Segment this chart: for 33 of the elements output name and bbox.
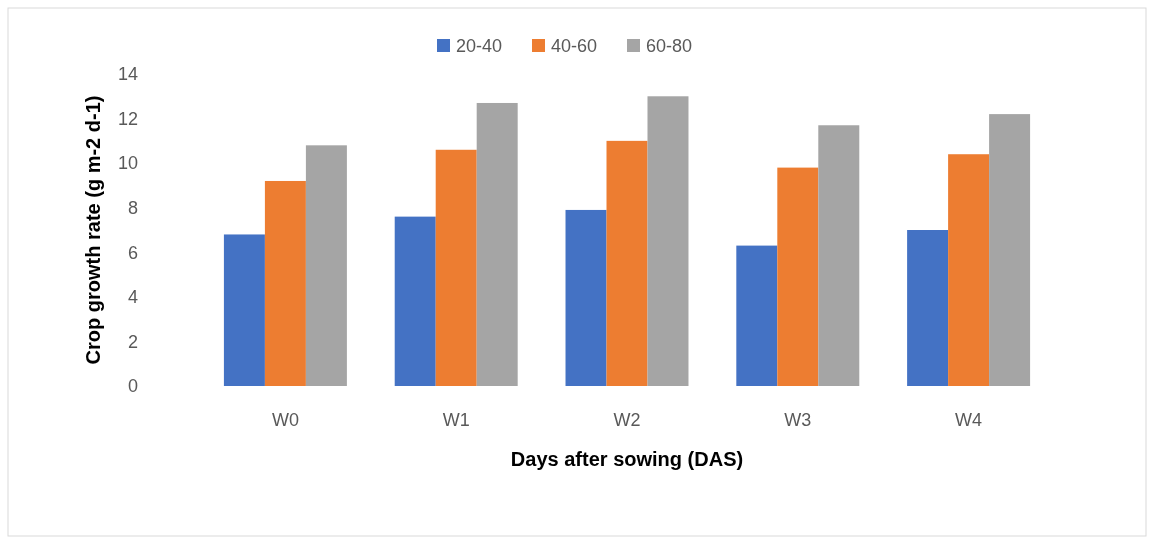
bar (736, 245, 778, 386)
legend-label: 20-40 (456, 36, 503, 57)
y-tick-label: 8 (127, 198, 138, 219)
bar (435, 149, 477, 386)
x-axis-title: Days after sowing (DAS) (510, 448, 744, 470)
bar (565, 209, 607, 386)
bar (305, 145, 347, 386)
bar (777, 167, 819, 386)
legend-label: 60-80 (646, 36, 693, 57)
y-axis-title: Crop growth rate (g m-2 d-1) (82, 95, 104, 365)
y-tick-label: 4 (127, 287, 138, 308)
bar (476, 102, 518, 386)
y-tick-label: 2 (127, 331, 138, 352)
bar (989, 114, 1031, 386)
x-tick-label: W0 (271, 410, 299, 430)
bar (394, 216, 436, 386)
y-tick-label: 6 (127, 242, 138, 263)
bar (647, 96, 689, 386)
bar (606, 140, 648, 386)
x-tick-label: W3 (784, 410, 812, 430)
y-tick-label: 12 (117, 108, 138, 129)
x-tick-label: W1 (442, 410, 470, 430)
bar (818, 125, 860, 386)
y-tick-label: 0 (127, 376, 138, 397)
legend-label: 40-60 (551, 36, 598, 57)
bar (907, 230, 949, 386)
y-tick-label: 10 (117, 153, 138, 174)
bar (948, 154, 990, 386)
x-tick-label: W2 (613, 410, 641, 430)
y-tick-label: 14 (117, 64, 138, 85)
x-tick-label: W4 (955, 410, 983, 430)
bar (264, 180, 306, 386)
bar (223, 234, 265, 386)
